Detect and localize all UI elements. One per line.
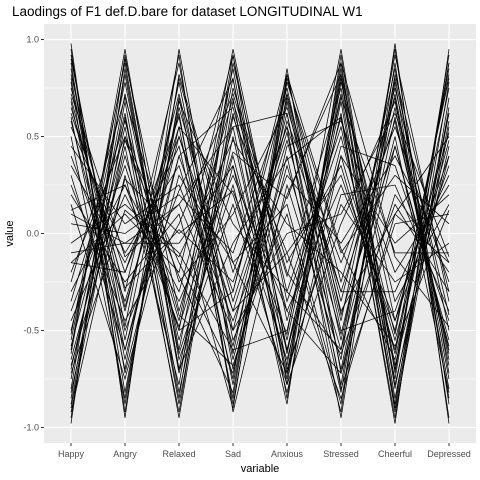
x-tick-label: Cheerful: [378, 449, 412, 459]
series-line: [70, 54, 450, 405]
x-axis-title: variable: [241, 463, 280, 475]
x-tick-label: Anxious: [271, 449, 304, 459]
series-line: [70, 74, 450, 399]
series-line: [70, 106, 450, 374]
x-axis-ticks: Happy Angry Relaxed Sad Anxious Stressed Cheer…: [58, 443, 471, 459]
series-line: [70, 87, 450, 332]
series-line: [70, 74, 450, 394]
y-axis-title: value: [4, 220, 16, 246]
series-line: [70, 82, 450, 418]
series-line: [70, 96, 450, 293]
series-line: [70, 68, 450, 418]
series-line: [70, 120, 450, 375]
series-line: [70, 62, 450, 371]
series-line: [70, 100, 450, 399]
series-line: [70, 61, 450, 328]
series-line: [70, 78, 450, 370]
x-tick-label: Angry: [113, 449, 137, 459]
y-tick-label: 0.0: [26, 229, 39, 239]
chart-title: Laodings of F1 def.D.bare for dataset LO…: [12, 4, 363, 19]
y-tick-label: -0.5: [23, 325, 39, 335]
series-line: [70, 54, 450, 370]
series-line: [70, 139, 450, 374]
y-tick-label: 1.0: [26, 35, 39, 45]
x-tick-label: Relaxed: [162, 449, 195, 459]
series-line: [70, 49, 450, 374]
series-line: [70, 78, 450, 405]
series-line: [70, 135, 450, 400]
series-line: [70, 87, 450, 385]
series-line: [70, 82, 450, 399]
x-tick-label: Depressed: [427, 449, 471, 459]
x-tick-label: Sad: [225, 449, 241, 459]
series-lines: [70, 43, 450, 424]
series-line: [70, 96, 449, 351]
series-line: [70, 112, 450, 391]
series-line: [70, 126, 450, 361]
y-tick-label: -1.0: [23, 422, 39, 432]
series-line: [70, 49, 450, 413]
series-line: [70, 92, 450, 313]
series-line: [70, 73, 450, 367]
x-tick-label: Stressed: [323, 449, 359, 459]
series-line: [70, 174, 450, 381]
y-tick-label: 0.5: [26, 132, 39, 142]
y-axis-ticks: -1.0 -0.5 0.0 0.5 1.0: [23, 35, 44, 432]
x-tick-label: Happy: [58, 449, 85, 459]
series-line: [70, 49, 450, 385]
series-line: [70, 82, 450, 409]
